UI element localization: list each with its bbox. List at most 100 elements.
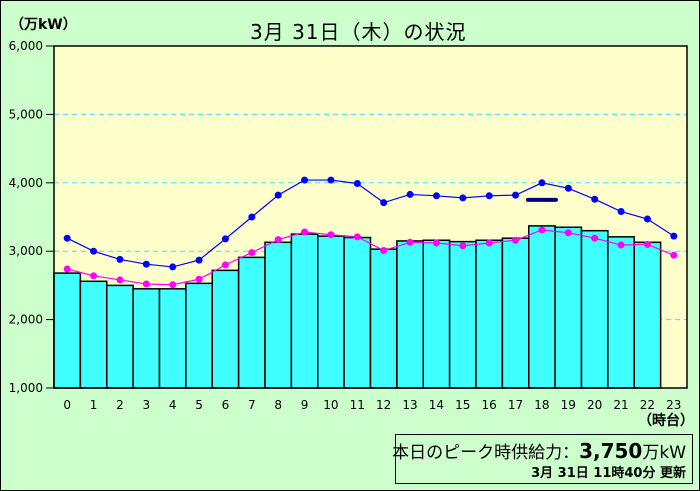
- forecast-point: [406, 190, 414, 198]
- yesterday-point: [459, 242, 467, 250]
- y-tick-label: 2,000: [9, 313, 43, 327]
- y-tick-label: 1,000: [9, 381, 43, 395]
- usage-bar: [396, 240, 424, 389]
- peak-supply-unit: 万kW: [642, 443, 686, 463]
- x-tick-label: 22: [640, 398, 655, 412]
- forecast-point: [353, 179, 361, 187]
- forecast-point: [643, 215, 651, 223]
- y-tick-label: 5,000: [9, 107, 43, 121]
- usage-bar: [158, 288, 187, 389]
- peak-supply-label: 本日のピーク時供給力：: [392, 443, 580, 463]
- x-tick-label: 14: [429, 398, 444, 412]
- usage-bar: [475, 239, 504, 389]
- x-tick-label: 13: [402, 398, 417, 412]
- forecast-point: [380, 199, 388, 207]
- usage-bar: [528, 225, 556, 389]
- x-tick-label: 2: [116, 398, 124, 412]
- forecast-point: [564, 184, 572, 192]
- y-tick-label: 4,000: [9, 176, 43, 190]
- usage-bar: [422, 239, 451, 389]
- update-timestamp: 3月 31日 11時40分 更新: [531, 466, 686, 481]
- usage-bar: [106, 284, 134, 389]
- x-tick-label: 1: [90, 398, 98, 412]
- x-tick-label: 15: [455, 398, 470, 412]
- forecast-point: [63, 234, 71, 242]
- x-tick-label: 12: [376, 398, 391, 412]
- forecast-point: [591, 195, 599, 203]
- yesterday-point: [248, 249, 256, 257]
- usage-bar: [264, 241, 293, 389]
- usage-bar: [132, 288, 161, 389]
- usage-bar: [211, 269, 240, 389]
- forecast-point: [116, 255, 124, 263]
- x-tick-label: 7: [248, 398, 256, 412]
- x-tick-label: 16: [482, 398, 497, 412]
- yesterday-point: [63, 265, 71, 273]
- x-tick-label: 8: [274, 398, 282, 412]
- forecast-line: [66, 179, 675, 268]
- yesterday-point: [116, 276, 124, 284]
- usage-bar: [633, 241, 662, 389]
- usage-bar: [580, 229, 609, 389]
- forecast-point: [142, 260, 150, 268]
- x-tick-label: 3: [142, 398, 150, 412]
- x-tick-label: 4: [169, 398, 177, 412]
- usage-bar: [369, 248, 398, 389]
- forecast-point: [459, 194, 467, 202]
- peak-supply-info-box: 本日のピーク時供給力：3,750万kW 3月 31日 11時40分 更新: [392, 434, 693, 484]
- x-tick-label: 10: [323, 398, 338, 412]
- usage-bar: [79, 280, 108, 389]
- y-tick-label: 3,000: [9, 244, 43, 258]
- x-tick-label: 11: [350, 398, 365, 412]
- x-tick-label: 0: [63, 398, 71, 412]
- yesterday-point: [90, 272, 98, 280]
- yesterday-point: [564, 229, 572, 237]
- yesterday-point: [195, 275, 203, 283]
- plot-border: [53, 45, 688, 389]
- forecast-point: [169, 263, 177, 271]
- forecast-point: [617, 208, 625, 216]
- yesterday-point: [142, 280, 150, 288]
- peak-supply-line: 本日のピーク時供給力：3,750万kW: [392, 438, 686, 463]
- usage-bar: [607, 236, 635, 389]
- forecast-point: [670, 232, 678, 240]
- forecast-point: [274, 191, 282, 199]
- yesterday-point: [301, 228, 309, 236]
- yesterday-point: [617, 241, 625, 249]
- x-tick-label: 18: [534, 398, 549, 412]
- yesterday-point: [274, 236, 282, 244]
- yesterday-point: [169, 281, 177, 289]
- usage-bar: [554, 226, 583, 389]
- peak-supply-value: 3,750: [579, 439, 643, 463]
- forecast-point: [432, 192, 440, 200]
- yesterday-point: [643, 240, 651, 248]
- usage-bar: [290, 233, 319, 389]
- usage-bar: [317, 235, 345, 389]
- y-axis-unit-label: （万kW）: [10, 17, 77, 33]
- forecast-point: [485, 192, 493, 200]
- x-tick-label: 5: [195, 398, 203, 412]
- yesterday-point: [538, 226, 546, 234]
- yesterday-point: [380, 247, 388, 255]
- usage-bar: [448, 240, 477, 389]
- yesterday-point: [221, 261, 229, 269]
- usage-bar: [185, 282, 213, 389]
- x-tick-label: 9: [301, 398, 309, 412]
- x-tick-label: 19: [561, 398, 576, 412]
- yesterday-point: [353, 233, 361, 241]
- forecast-point: [248, 213, 256, 221]
- x-axis-unit-label: （時台）: [638, 413, 694, 429]
- y-tick-label: 6,000: [9, 39, 43, 53]
- usage-bar: [501, 237, 530, 389]
- yesterday-point: [591, 234, 599, 242]
- forecast-point: [538, 179, 546, 187]
- x-tick-label: 23: [666, 398, 681, 412]
- x-tick-label: 21: [613, 398, 628, 412]
- forecast-point: [195, 256, 203, 264]
- forecast-point: [512, 191, 520, 199]
- forecast-point: [221, 235, 229, 243]
- yesterday-point: [327, 231, 335, 239]
- yesterday-point: [485, 239, 493, 247]
- forecast-point: [327, 176, 335, 184]
